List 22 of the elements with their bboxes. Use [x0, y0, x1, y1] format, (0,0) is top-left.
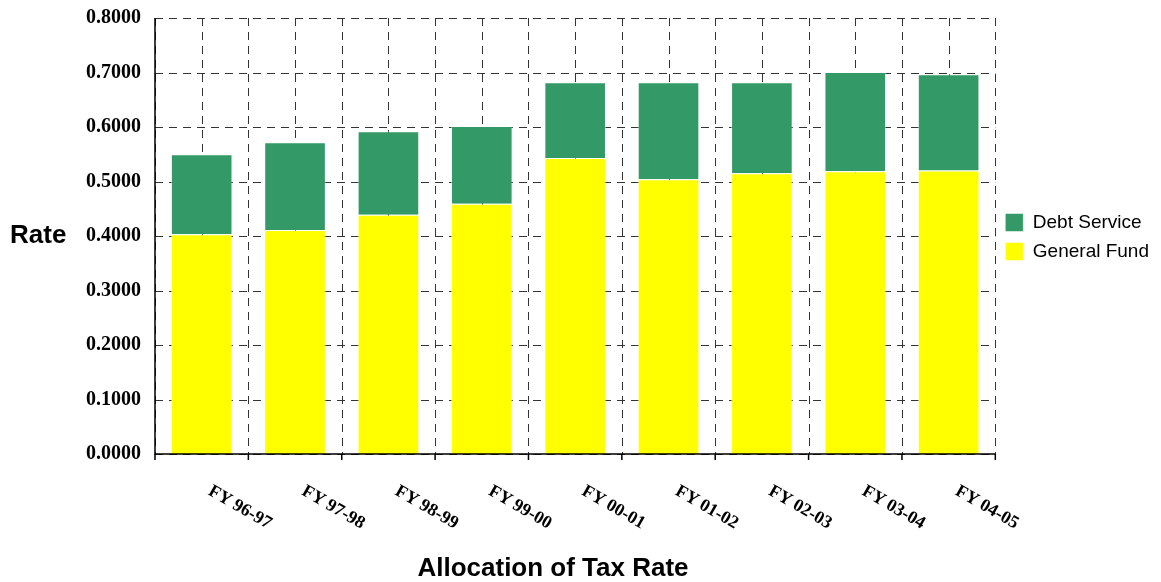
y-tick-label: 0.5000	[86, 168, 141, 191]
x-tick-label: FY 99-00	[485, 480, 556, 533]
x-tick-label: FY 00-01	[578, 480, 650, 533]
legend-label: Debt Service	[1032, 210, 1142, 232]
x-tick-label: FY 97-98	[298, 480, 370, 533]
y-tick-label: 0.3000	[86, 277, 141, 300]
y-tick-label: 0.7000	[86, 59, 141, 82]
y-tick-label: 0.6000	[86, 114, 141, 137]
x-tick-label: FY 03-04	[858, 480, 930, 533]
y-axis-title: Rate	[10, 219, 67, 250]
y-tick-label: 0.8000	[86, 5, 141, 28]
x-axis-title: Allocation of Tax Rate	[417, 552, 689, 582]
x-tick-label: FY 96-97	[205, 480, 276, 533]
y-tick-label: 0.4000	[86, 223, 141, 246]
x-tick-label: FY 01-02	[672, 480, 743, 533]
y-tick-label: 0.2000	[86, 332, 141, 355]
y-tick-label: 0.1000	[86, 386, 141, 409]
legend-label: General Fund	[1032, 239, 1150, 261]
x-tick-label: FY 02-03	[765, 480, 836, 533]
x-tick-label: FY 04-05	[952, 480, 1023, 533]
x-tick-label: FY 98-99	[392, 480, 463, 533]
y-tick-label: 0.0000	[86, 441, 141, 464]
